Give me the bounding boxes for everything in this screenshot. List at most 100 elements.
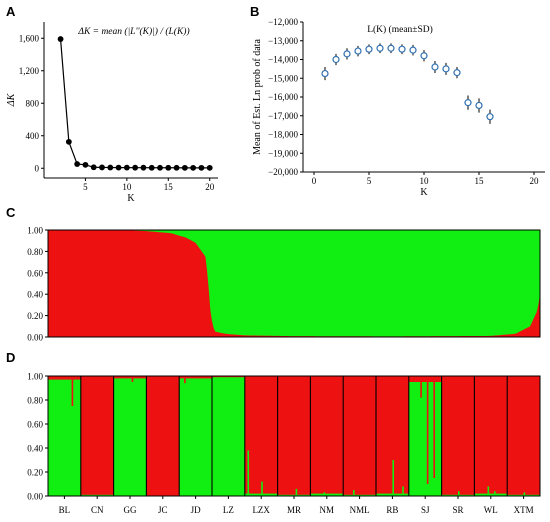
data-point (115, 164, 122, 171)
y-tick-label: 0 (35, 163, 40, 173)
data-point (321, 69, 329, 78)
data-point (198, 164, 205, 171)
data-point (442, 65, 450, 73)
x-tick-label: 20 (205, 182, 215, 192)
y-tick-label: 0.60 (27, 268, 43, 278)
y-tick-label: 400 (26, 131, 40, 141)
population-label: SJ (421, 505, 430, 515)
population-block-bl (48, 376, 81, 496)
data-point (354, 47, 362, 55)
population-block-wl (474, 376, 508, 496)
admixture-spike (458, 491, 460, 496)
y-tick-label: −12,000 (268, 17, 298, 27)
data-point (140, 164, 147, 171)
minor-component (212, 376, 245, 378)
admixture-spike (392, 460, 394, 496)
series-line (59, 39, 210, 169)
population-block-jd (179, 376, 212, 496)
population-block-mr (277, 376, 311, 496)
population-label: SR (452, 505, 463, 515)
data-point (453, 69, 461, 77)
y-tick-label: −15,000 (268, 73, 298, 83)
population-label: WL (484, 505, 498, 515)
admixture-spike (323, 492, 326, 496)
admixture-spike (261, 481, 263, 496)
y-tick-label: −14,000 (268, 55, 298, 65)
data-point (206, 164, 213, 171)
y-tick-label: −20,000 (268, 167, 298, 177)
population-label: XTM (514, 505, 534, 515)
x-axis-label: K (127, 193, 135, 204)
x-tick-label: 5 (83, 182, 88, 192)
population-block-lz (212, 376, 245, 496)
data-point (365, 45, 373, 53)
data-point (486, 113, 494, 121)
data-point (332, 55, 340, 64)
y-tick-label: 1,600 (19, 33, 40, 43)
admixture-spike (247, 450, 250, 496)
admixture-spike (71, 376, 74, 406)
minor-component (310, 493, 344, 496)
population-block-lzx (244, 376, 278, 496)
minor-component (113, 376, 147, 379)
minor-component (474, 493, 508, 496)
admixture-spike (402, 486, 404, 496)
data-point (165, 164, 172, 171)
admixture-spike (426, 376, 429, 484)
admixture-spike (184, 376, 186, 384)
y-tick-label: 0.20 (27, 311, 43, 321)
y-tick-label: 0.20 (27, 468, 43, 478)
population-label: RB (386, 505, 398, 515)
data-point (398, 45, 406, 53)
panel-label-c: C (6, 205, 16, 220)
x-axis-label: K (420, 187, 428, 198)
panel-label-b: B (250, 4, 259, 19)
y-tick-label: 1.00 (27, 372, 43, 382)
admixture-spike (420, 376, 422, 398)
population-block-gg (113, 376, 147, 496)
admixture-spike (131, 376, 134, 382)
x-tick-label: 0 (312, 176, 317, 186)
data-point (90, 164, 97, 171)
minor-component (179, 376, 212, 379)
admixture-spike (353, 490, 355, 496)
data-point (57, 36, 64, 42)
y-tick-label: 0.00 (27, 333, 43, 343)
x-tick-label: 10 (122, 182, 132, 192)
population-block-cn (80, 376, 114, 496)
y-tick-label: −18,000 (268, 130, 298, 140)
minor-component (343, 494, 376, 496)
x-tick-label: 15 (475, 176, 485, 186)
y-tick-label: −16,000 (268, 92, 298, 102)
population-label: LZX (252, 505, 270, 515)
x-tick-label: 20 (530, 176, 540, 186)
y-tick-label: 0.80 (27, 396, 43, 406)
chart-c-structure-sorted: 0.00 0.20 0.40 0.60 0.80 1.00 (27, 226, 541, 343)
y-tick-label: 0.40 (27, 444, 43, 454)
x-tick-label: 10 (420, 176, 430, 186)
data-point (148, 164, 155, 171)
minor-component (408, 376, 442, 382)
y-tick-label: 1.00 (27, 226, 43, 236)
population-block-xtm (507, 376, 540, 496)
data-point (132, 164, 139, 171)
data-point (99, 164, 105, 171)
y-axis-label: ΔK (6, 92, 17, 107)
minor-component (277, 494, 311, 496)
y-tick-label: 0.60 (27, 420, 43, 430)
data-point (409, 46, 417, 54)
y-tick-label: −19,000 (268, 148, 298, 158)
plot-frame (47, 229, 541, 338)
data-point (173, 164, 180, 171)
data-point (107, 164, 114, 171)
data-point (82, 161, 89, 168)
chart-b-log-likelihood: −12,000 −13,000 −14,000 −15,000 −16,000 −17,0… (252, 17, 545, 198)
data-point (123, 164, 130, 171)
data-point (65, 138, 72, 145)
data-point (420, 52, 428, 60)
population-block-sj (408, 376, 442, 496)
admixture-spike (494, 491, 496, 496)
y-tick-label: 0.00 (27, 492, 43, 502)
population-label: NM (320, 505, 335, 515)
population-label: NML (350, 505, 370, 515)
